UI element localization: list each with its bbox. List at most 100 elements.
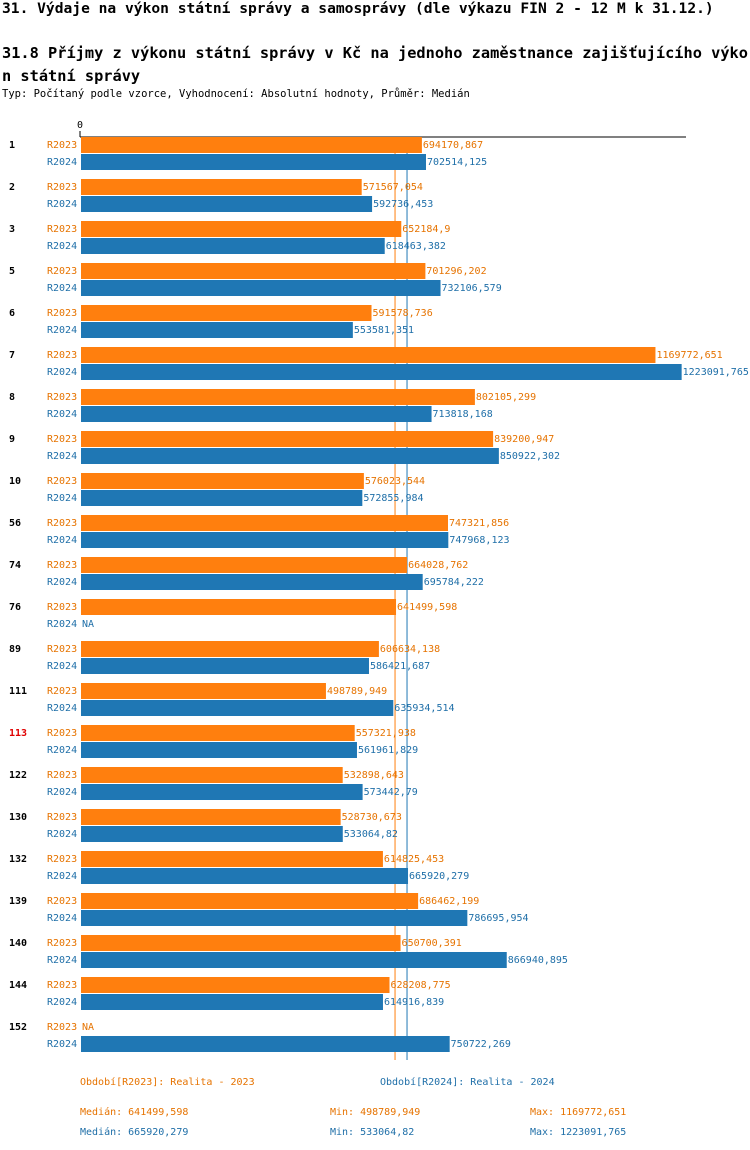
legend-entry: Období[R2023]: Realita - 2023 [80,1076,255,1088]
value-label: 750722,269 [451,1039,511,1050]
value-label: 686462,199 [419,896,479,907]
value-label: 694170,867 [423,140,483,151]
value-label: 747321,856 [449,518,509,529]
series-label: R2023 [47,1022,77,1033]
value-label: 732106,579 [442,283,502,294]
series-label: R2023 [47,392,77,403]
value-label: 650700,391 [402,938,462,949]
series-label: R2024 [47,325,77,336]
series-label: R2024 [47,829,77,840]
bar [81,574,423,590]
category-label: 144 [9,980,27,991]
category-label: 76 [9,602,21,613]
value-label: 498789,949 [327,686,387,697]
bar [81,641,379,657]
bar [81,742,357,758]
value-label: 533064,82 [344,829,398,840]
series-label: R2024 [47,535,77,546]
series-label: R2023 [47,560,77,571]
series-label: R2023 [47,434,77,445]
category-label: 139 [9,896,27,907]
value-label: 561961,829 [358,745,418,756]
category-label: 3 [9,224,15,235]
bar [81,952,507,968]
value-label: 839200,947 [494,434,554,445]
bar [81,179,362,195]
bar [81,347,656,363]
page-title: 31. Výdaje na výkon státní správy a samo… [2,0,714,17]
category-label: 113 [9,728,27,739]
bar [81,196,373,212]
series-label: R2023 [47,140,77,151]
value-label: 553581,351 [354,325,414,336]
stat-value: 498789,949 [360,1107,420,1118]
bar [81,280,441,296]
stat-value: 641499,598 [128,1107,188,1118]
bar [81,994,383,1010]
bar [81,700,394,716]
value-label: 532898,643 [344,770,404,781]
bar [81,599,397,615]
stat-value: 1169772,651 [560,1107,626,1118]
category-label: 5 [9,266,15,277]
value-label: 591578,736 [373,308,433,319]
value-label: 701296,202 [426,266,486,277]
value-label: 606634,138 [380,644,440,655]
series-label: R2023 [47,854,77,865]
stat: Min: 533064,82 [330,1127,414,1138]
series-label: R2023 [47,602,77,613]
stat: Medián: 641499,598 [80,1106,188,1118]
bar [81,389,475,405]
bar [81,473,364,489]
value-label: 786695,954 [468,913,528,924]
series-label: R2024 [47,619,77,630]
bar [81,305,372,321]
category-label: 8 [9,392,15,403]
series-label: R2024 [47,409,77,420]
series-label: R2023 [47,980,77,991]
stat-value: 1223091,765 [560,1127,626,1138]
bar [81,490,363,506]
value-label: 802105,299 [476,392,536,403]
series-label: R2024 [47,241,77,252]
value-label: 1223091,765 [683,367,749,378]
category-label: 1 [9,140,15,151]
series-label: R2023 [47,728,77,739]
stat-label: Min: [330,1127,354,1138]
stat: Max: 1223091,765 [530,1127,626,1138]
bar [81,532,449,548]
value-label: 866940,895 [508,955,568,966]
bar [81,868,409,884]
bar [81,431,494,447]
bar [81,910,468,926]
value-label: 618463,382 [386,241,446,252]
bar [81,977,390,993]
series-label: R2024 [47,577,77,588]
bar [81,406,432,422]
bar [81,557,408,573]
value-label: 614916,839 [384,997,444,1008]
value-label: 702514,125 [427,157,487,168]
bar [81,263,426,279]
bar [81,448,499,464]
value-label: 572855,984 [363,493,423,504]
series-label: R2024 [47,871,77,882]
chart-title: 31.8 Příjmy z výkonu státní správy v Kč … [2,44,748,85]
stat-label: Max: [530,1127,554,1138]
stat: Medián: 665920,279 [80,1126,188,1138]
bar [81,515,448,531]
series-label: R2024 [47,367,77,378]
series-label: R2024 [47,955,77,966]
series-label: R2023 [47,350,77,361]
value-label: 557321,938 [356,728,416,739]
value-label: 614825,453 [384,854,444,865]
category-label: 2 [9,182,15,193]
value-label: 628208,775 [391,980,451,991]
category-label: 111 [9,686,27,697]
series-label: R2023 [47,308,77,319]
series-label: R2024 [47,1039,77,1050]
value-label: 641499,598 [397,602,457,613]
series-label: R2024 [47,493,77,504]
series-label: R2023 [47,644,77,655]
